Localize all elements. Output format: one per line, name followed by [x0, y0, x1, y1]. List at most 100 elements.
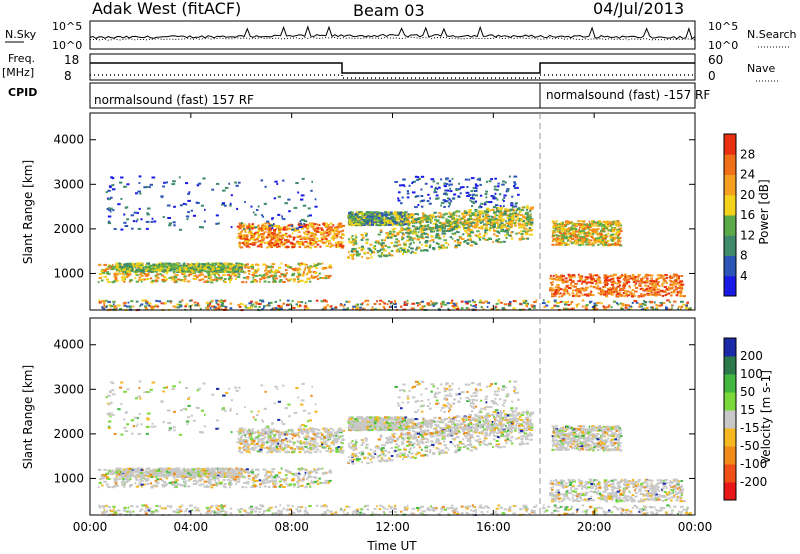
- power-cell: [600, 223, 603, 225]
- power-cell: [371, 218, 374, 220]
- power-cell: [513, 181, 516, 183]
- power-cell: [475, 234, 477, 236]
- power-cell: [108, 301, 111, 303]
- power-cell: [373, 251, 375, 253]
- power-cell: [615, 288, 618, 290]
- power-cell: [589, 229, 593, 231]
- power-cell: [551, 278, 553, 280]
- power-cell: [371, 307, 373, 309]
- power-cell: [381, 246, 384, 248]
- freq-tick-bottom: 8: [64, 69, 72, 83]
- power-cell: [640, 305, 643, 307]
- power-cell: [438, 246, 440, 248]
- power-cell: [551, 244, 554, 246]
- power-cell: [591, 282, 594, 284]
- power-cell: [286, 246, 288, 248]
- power-cell: [246, 278, 249, 280]
- power-cell: [370, 216, 374, 218]
- power-cell: [631, 276, 634, 278]
- power-cell: [557, 291, 560, 293]
- power-cell: [605, 281, 609, 283]
- power-cell: [515, 220, 517, 222]
- power-cell: [385, 220, 388, 222]
- power-cell: [607, 235, 609, 237]
- power-cell: [268, 231, 272, 233]
- power-cell: [590, 285, 593, 287]
- power-cell: [289, 278, 293, 280]
- power-cell: [486, 217, 488, 219]
- power-cell: [394, 245, 396, 247]
- power-cell: [417, 228, 420, 230]
- power-cell: [429, 244, 431, 246]
- power-cell: [554, 293, 558, 295]
- power-cell: [514, 183, 516, 185]
- power-cell: [362, 234, 364, 236]
- power-cell: [568, 287, 571, 289]
- power-cell: [570, 229, 573, 231]
- power-cell: [197, 302, 199, 304]
- power-cell: [140, 218, 142, 220]
- power-cell: [238, 233, 242, 235]
- power-cell: [441, 306, 443, 308]
- power-cell: [175, 264, 178, 266]
- power-cell: [448, 230, 451, 232]
- power-cell: [286, 229, 288, 231]
- power-cell: [241, 226, 244, 228]
- power-cell: [193, 215, 196, 217]
- power-cell: [137, 271, 139, 273]
- power-cell: [251, 231, 253, 233]
- power-cell: [141, 300, 144, 302]
- power-cell: [585, 235, 589, 237]
- power-cell: [277, 238, 279, 240]
- power-cell: [433, 180, 436, 182]
- nsky-tick-bottom: 10^0: [52, 39, 82, 52]
- power-cell: [508, 215, 512, 217]
- power-cell: [296, 241, 299, 243]
- power-cell: [277, 214, 280, 216]
- power-cell: [433, 303, 436, 305]
- power-cell: [274, 197, 276, 199]
- power-cell: [634, 300, 637, 302]
- power-cell: [326, 245, 329, 247]
- power-cell: [597, 278, 600, 280]
- power-cell: [233, 273, 237, 275]
- power-cell: [687, 302, 690, 304]
- power-cell: [551, 307, 554, 309]
- power-cell: [429, 203, 432, 205]
- power-cell: [575, 240, 577, 242]
- power-cell: [470, 190, 473, 192]
- power-cell: [261, 239, 264, 241]
- power-cell: [317, 278, 320, 280]
- power-cell: [584, 289, 587, 291]
- power-cell: [674, 280, 676, 282]
- power-cell: [442, 230, 445, 232]
- power-cell: [299, 237, 301, 239]
- power-cell: [310, 224, 314, 226]
- power-cell: [227, 271, 231, 273]
- power-cell: [419, 241, 421, 243]
- power-cell: [349, 213, 352, 215]
- power-cell: [484, 235, 486, 237]
- power-cell: [418, 231, 420, 233]
- power-cell: [419, 222, 421, 224]
- power-cell: [183, 203, 186, 205]
- power-cell: [577, 220, 579, 222]
- power-cell: [678, 291, 681, 293]
- power-cell: [271, 227, 273, 229]
- power-cell: [649, 274, 651, 276]
- power-cell: [499, 218, 502, 220]
- power-cell: [360, 213, 363, 215]
- power-cell: [618, 239, 620, 241]
- power-cell: [571, 242, 573, 244]
- power-cell: [306, 278, 309, 280]
- power-cell: [431, 178, 435, 180]
- power-cell: [646, 278, 649, 280]
- power-cell: [115, 278, 118, 280]
- power-cell: [605, 244, 608, 246]
- power-cell: [210, 279, 213, 281]
- power-cell: [218, 274, 220, 276]
- power-cell: [299, 243, 302, 245]
- power-cell: [401, 249, 404, 251]
- power-cell: [415, 249, 417, 251]
- power-cell: [337, 233, 340, 235]
